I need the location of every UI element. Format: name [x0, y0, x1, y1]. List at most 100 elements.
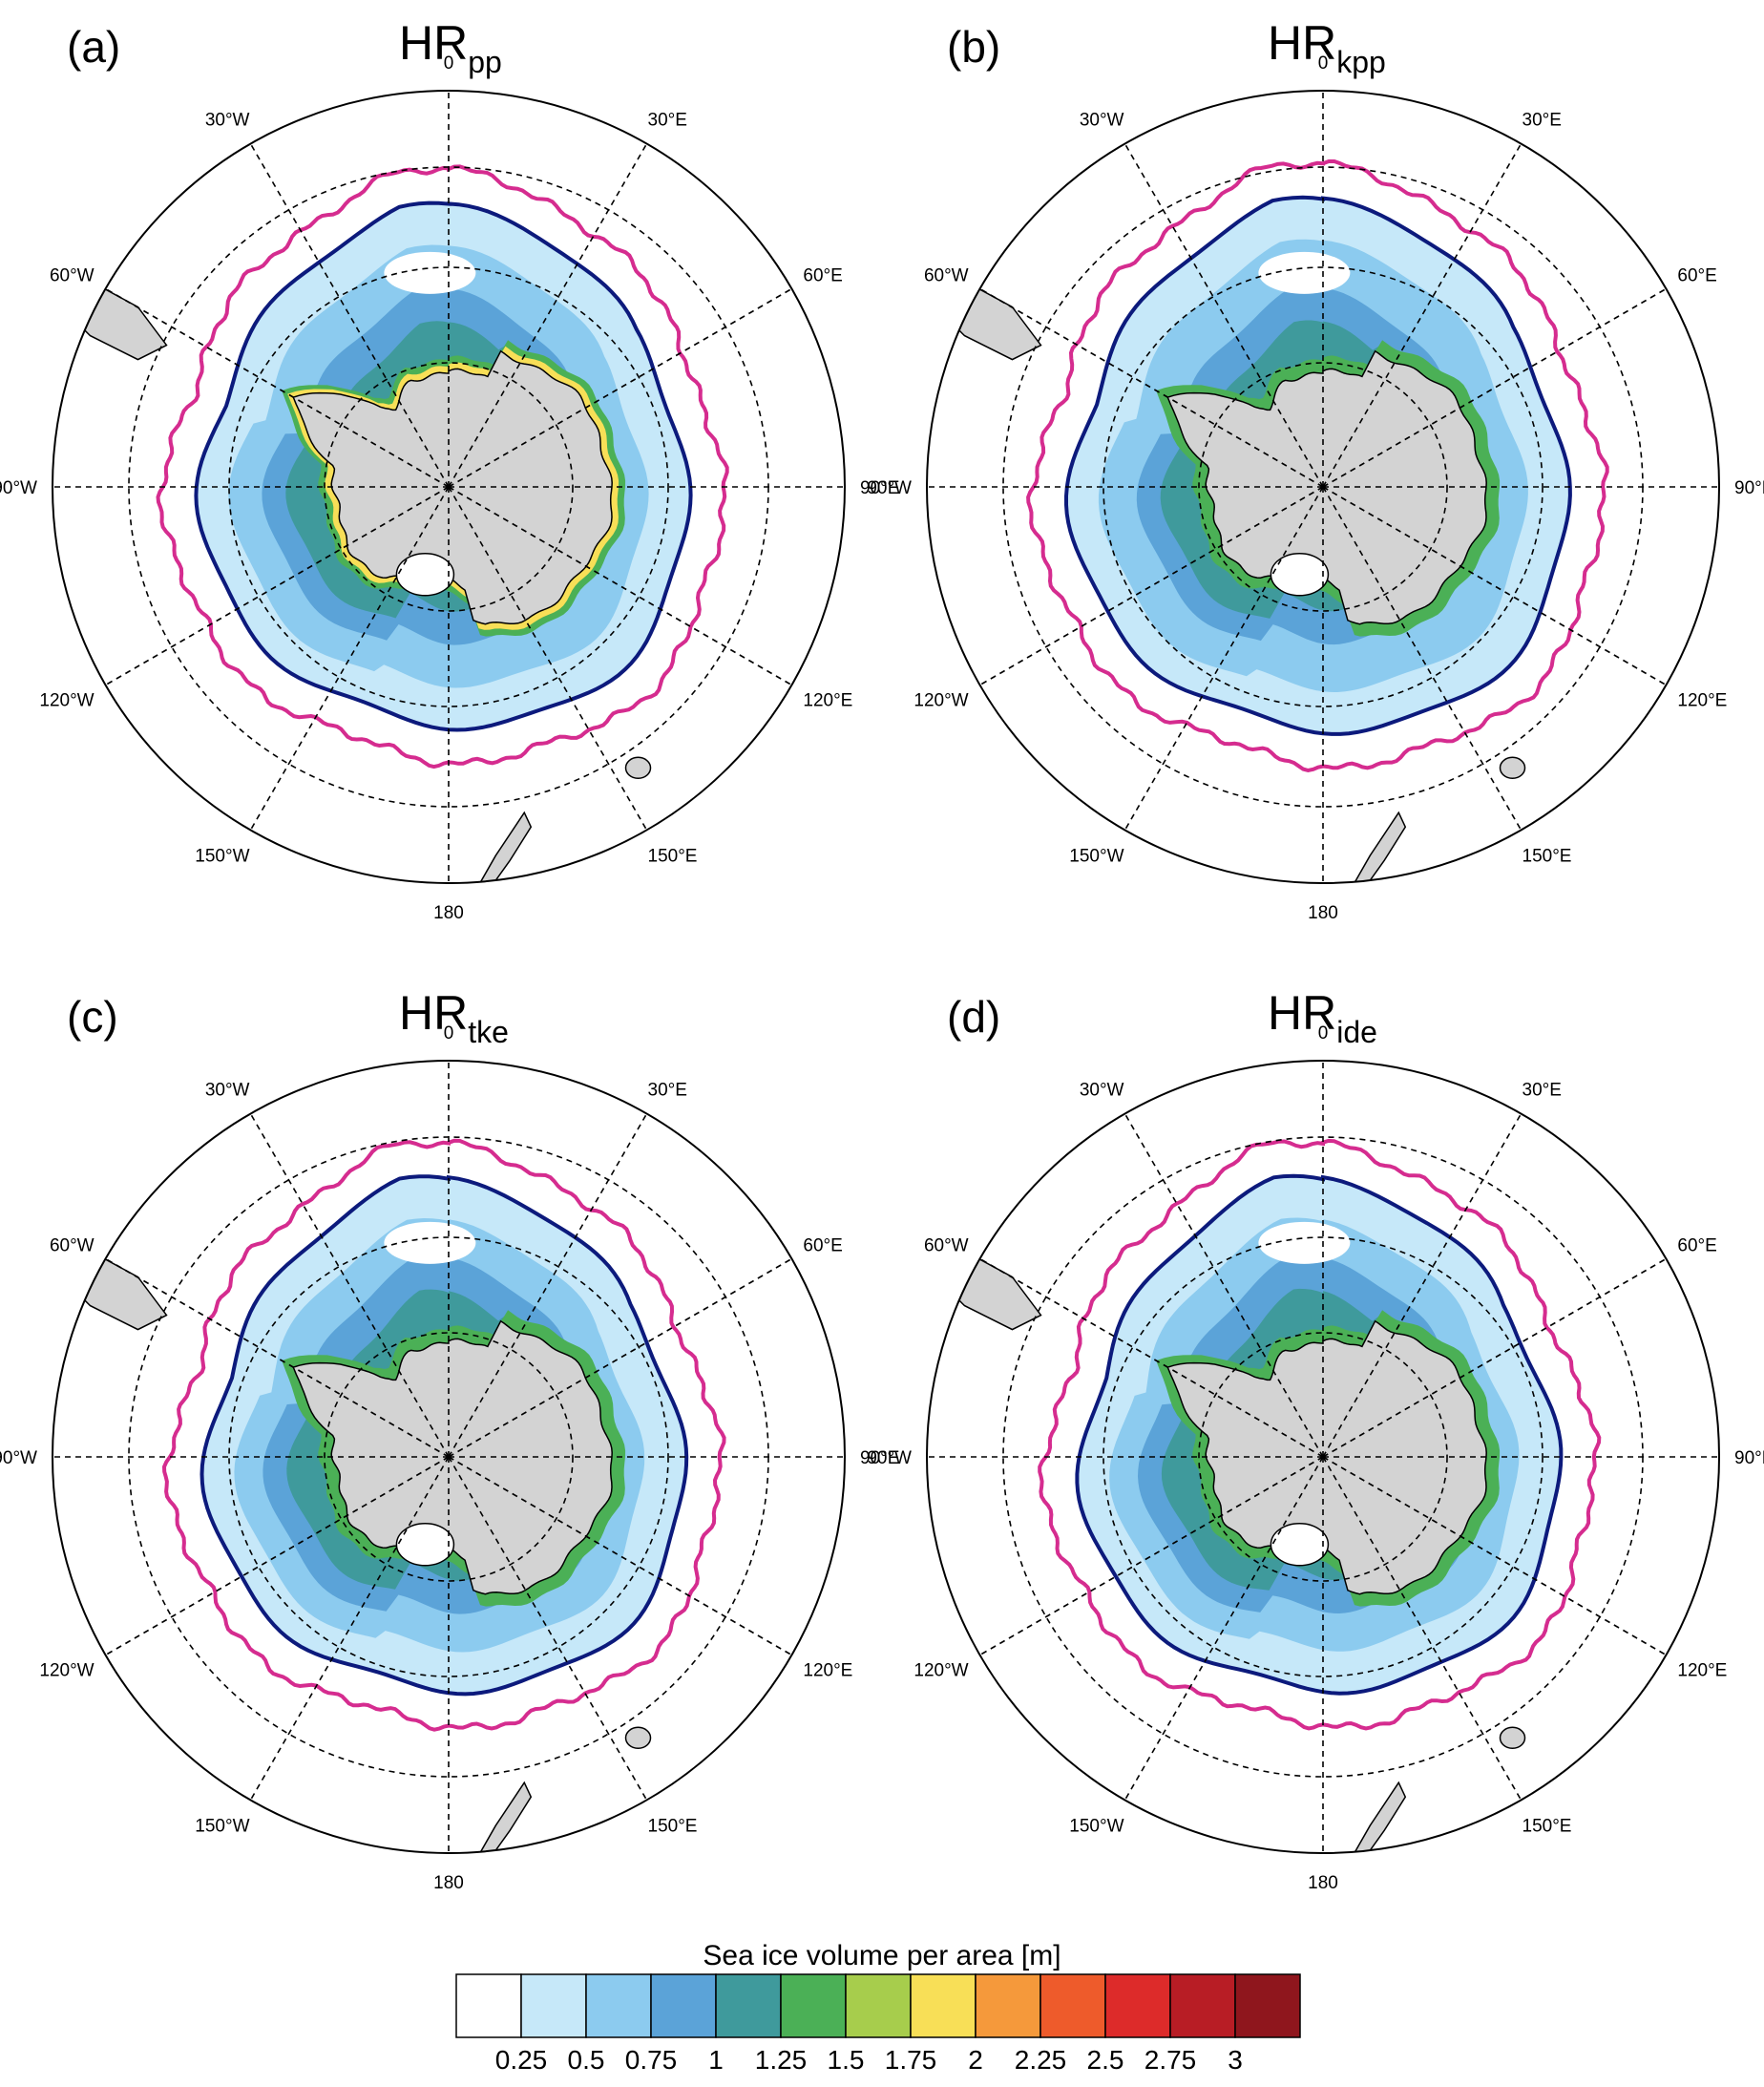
- longitude-label: 60°E: [1677, 266, 1716, 286]
- meridian-line: [448, 486, 648, 831]
- latitude-circle: [1102, 266, 1544, 707]
- longitude-label: 150°E: [1522, 1816, 1572, 1836]
- ice-edge-blue-contour: [1075, 1173, 1564, 1696]
- longitude-label: 30°W: [205, 111, 250, 131]
- meridian-line: [1322, 1456, 1667, 1656]
- polar-map: 0 30°E 60°E 90°E 120°E 150°E 180 150°W 120°W 90°W…: [867, 53, 1764, 923]
- colorbar-swatch: [585, 1973, 652, 2038]
- longitude-label: 60°W: [50, 266, 94, 286]
- longitude-label: 60°W: [924, 266, 969, 286]
- longitude-label: 60°W: [50, 1236, 94, 1256]
- meridian-line: [1322, 486, 1522, 831]
- colorbar-tick-label: 1.5: [827, 2045, 865, 2075]
- longitude-label: 0: [444, 1023, 454, 1044]
- meridian-line: [1322, 143, 1522, 488]
- map-border: [52, 90, 846, 884]
- new-zealand-land: [1350, 1781, 1407, 1853]
- meridian-line: [105, 1456, 450, 1656]
- meridian-line: [105, 486, 450, 686]
- longitude-label: 150°W: [1069, 1816, 1124, 1836]
- ice-edge-magenta-contour: [1026, 159, 1609, 773]
- meridian-line: [249, 1113, 450, 1458]
- ice-edge-magenta-contour: [1038, 1138, 1602, 1731]
- longitude-label: 90°E: [1734, 1448, 1764, 1468]
- meridian-line: [249, 486, 450, 831]
- longitude-label: 120°E: [803, 1661, 852, 1681]
- colorbar-tick-label: 0.75: [624, 2045, 678, 2075]
- colorbar-swatch: [1169, 1973, 1236, 2038]
- tasmania-land: [1499, 1726, 1526, 1750]
- longitude-label: 120°E: [803, 691, 852, 711]
- colorbar-tick-label: 1.25: [754, 2045, 808, 2075]
- ice-edge-blue-contour: [194, 200, 693, 732]
- meridian-line: [1322, 486, 1667, 686]
- meridian-line: [979, 287, 1324, 488]
- colorbar-tick-label: 2.75: [1144, 2045, 1197, 2075]
- longitude-label: 30°W: [205, 1081, 250, 1101]
- map-layers: [60, 1138, 726, 1853]
- colorbar-swatch: [455, 1973, 522, 2038]
- polynya: [384, 1221, 476, 1264]
- latitude-circle: [228, 266, 669, 707]
- panel-title: HRide: [1268, 985, 1377, 1047]
- meridian-line: [1322, 1113, 1522, 1458]
- panel-title-subscript: kpp: [1336, 45, 1386, 79]
- colorbar-swatch: [975, 1973, 1041, 2038]
- polynya: [1258, 251, 1351, 294]
- longitude-label: 150°E: [648, 1816, 698, 1836]
- longitude-label: 120°W: [39, 691, 94, 711]
- colorbar-tick-label: 2.25: [1014, 2045, 1067, 2075]
- polynya: [384, 251, 476, 294]
- colorbar-tick-label: 0.5: [567, 2045, 605, 2075]
- new-zealand-land: [475, 811, 533, 883]
- meridian-line: [1322, 287, 1667, 488]
- longitude-label: 0: [444, 53, 454, 74]
- colorbar-swatch: [1040, 1973, 1106, 2038]
- polar-map: 0 30°E 60°E 90°E 120°E 150°E 180 150°W 120°W 90°W…: [0, 1023, 899, 1893]
- tasmania-land: [624, 1726, 652, 1750]
- longitude-label: 60°E: [803, 1236, 842, 1256]
- meridian-line: [1124, 1456, 1324, 1801]
- longitude-label: 90°E: [1734, 478, 1764, 498]
- map-border: [926, 90, 1720, 884]
- longitude-label: 90°E: [860, 1448, 899, 1468]
- meridian-line: [105, 287, 450, 488]
- meridian-line: [448, 1257, 792, 1458]
- longitude-label: 0: [1318, 53, 1329, 74]
- map-border: [926, 1060, 1720, 1854]
- ross-ice-shelf: [395, 553, 455, 597]
- longitude-label: 150°W: [1069, 846, 1124, 866]
- panel-letter: (d): [947, 992, 1001, 1042]
- colorbar-swatch: [1104, 1973, 1171, 2038]
- colorbar-tick-label: 2: [968, 2045, 983, 2075]
- longitude-label: 30°E: [1522, 1081, 1562, 1101]
- polar-map: 0 30°E 60°E 90°E 120°E 150°E 180 150°W 120°W 90°W…: [0, 53, 899, 923]
- longitude-label: 120°E: [1677, 1661, 1727, 1681]
- panel-title-subscript: tke: [468, 1015, 509, 1049]
- ice-edge-blue-contour: [200, 1174, 689, 1697]
- panel-title-main: HR: [399, 16, 469, 70]
- longitude-label: 180: [433, 903, 464, 923]
- longitude-label: 90°W: [867, 478, 912, 498]
- colorbar-tick-label: 1.75: [884, 2045, 937, 2075]
- map-layers: [934, 1138, 1602, 1853]
- new-zealand-land: [1350, 811, 1407, 883]
- colorbar-title: Sea ice volume per area [m]: [703, 1940, 1061, 1971]
- longitude-label: 150°W: [195, 846, 249, 866]
- longitude-label: 90°W: [0, 478, 37, 498]
- longitude-label: 30°E: [648, 111, 687, 131]
- meridian-line: [448, 1456, 792, 1656]
- colorbar-swatch: [520, 1973, 587, 2038]
- colorbar-swatch: [910, 1973, 976, 2038]
- longitude-label: 150°E: [1522, 846, 1572, 866]
- tasmania-land: [1499, 756, 1526, 780]
- meridian-line: [448, 287, 792, 488]
- meridian-line: [448, 143, 648, 488]
- colorbar-swatch: [780, 1973, 847, 2038]
- meridian-line: [448, 486, 792, 686]
- longitude-label: 90°E: [860, 478, 899, 498]
- map-layers: [60, 164, 729, 883]
- panel-d: (d) HRide 0 30°E 60°E 90°E 120°E 150°E 180 150°…: [867, 970, 1764, 1944]
- meridian-line: [105, 1257, 450, 1458]
- longitude-label: 120°W: [914, 691, 968, 711]
